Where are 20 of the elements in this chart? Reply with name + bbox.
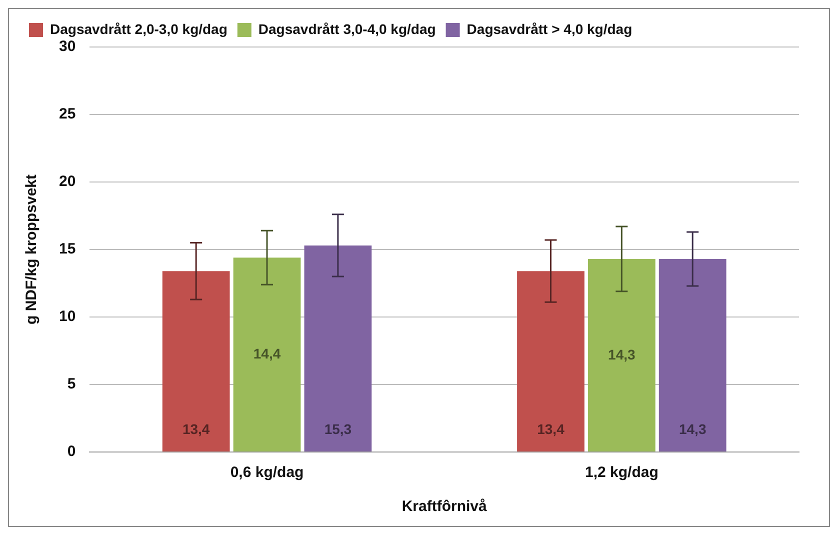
- data-label: 15,3: [324, 420, 352, 437]
- x-axis-title: Kraftfôrnivå: [402, 498, 488, 516]
- y-tick-label: 0: [67, 443, 76, 460]
- y-axis-title: g NDF/kg kroppsvekt: [23, 174, 40, 325]
- data-label: 14,4: [253, 346, 281, 362]
- legend-label: Dagsavdrått 2,0-3,0 kg/dag: [50, 20, 228, 37]
- data-label: 14,3: [678, 420, 706, 437]
- x-tick-label: 0,6 kg/dag: [230, 464, 304, 482]
- legend-label: Dagsavdrått 3,0-4,0 kg/dag: [258, 20, 436, 37]
- y-tick-label: 25: [58, 106, 76, 123]
- data-label: 13,4: [537, 420, 565, 437]
- y-tick-label: 15: [58, 240, 76, 258]
- x-tick-label: 1,2 kg/dag: [584, 464, 658, 482]
- data-label: 13,4: [182, 420, 210, 437]
- data-label: 14,3: [608, 346, 636, 362]
- legend-label: Dagsavdrått > 4,0 kg/dag: [466, 20, 632, 37]
- y-tick-label: 30: [58, 38, 76, 56]
- y-tick-label: 5: [67, 376, 76, 393]
- y-tick-label: 10: [58, 308, 76, 326]
- y-tick-label: 20: [58, 173, 76, 190]
